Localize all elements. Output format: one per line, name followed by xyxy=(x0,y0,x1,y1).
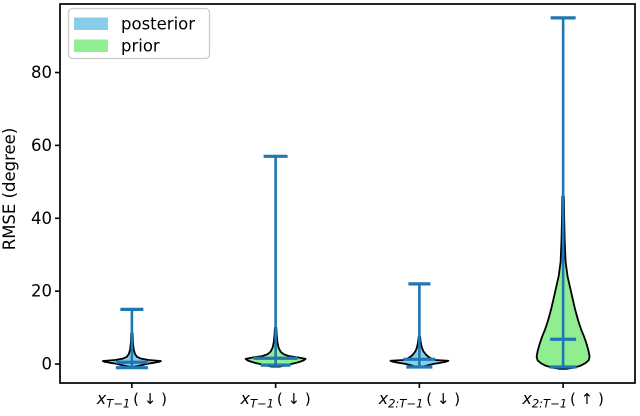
x-axis: xT−1 ( ↓ ) xT−1 ( ↓ ) x2:T−1 ( ↓ ) x2:T−1 (… xyxy=(96,383,604,411)
x-label-base: x xyxy=(239,389,250,408)
violin-2-prior xyxy=(244,154,307,368)
violin-1-posterior xyxy=(102,307,162,370)
y-tick-label: 0 xyxy=(42,355,53,374)
x-label-subscript: T−1 xyxy=(250,397,274,411)
y-axis-title: RMSE (degree) xyxy=(0,128,19,251)
x-label-base: x xyxy=(96,389,107,408)
x-tick-label: xT−1 ( ↓ ) xyxy=(96,389,167,411)
x-label-arrow-suffix: ( ↑ ) xyxy=(567,390,604,408)
x-label-subscript: T−1 xyxy=(106,397,130,411)
x-label-base: x xyxy=(521,389,532,408)
y-tick-label: 80 xyxy=(31,63,52,82)
y-tick-label: 20 xyxy=(31,282,52,301)
y-tick-label: 40 xyxy=(31,209,52,228)
legend-label-posterior: posterior xyxy=(121,15,195,34)
x-label-subscript: 2:T−1 xyxy=(532,397,567,411)
x-tick-label: x2:T−1 ( ↑ ) xyxy=(521,389,603,411)
y-tick-label: 60 xyxy=(31,136,52,155)
x-label-arrow-suffix: ( ↓ ) xyxy=(274,390,311,408)
violin-4-prior xyxy=(535,16,591,370)
violin-3-posterior xyxy=(389,282,450,369)
x-label-base: x xyxy=(378,389,389,408)
y-axis: 0 20 40 60 80 xyxy=(31,63,60,374)
x-label-arrow-suffix: ( ↓ ) xyxy=(423,390,460,408)
violins-group xyxy=(102,16,591,370)
x-tick-label: xT−1 ( ↓ ) xyxy=(239,389,310,411)
legend-swatch-posterior xyxy=(74,17,108,30)
plot-area xyxy=(59,3,636,384)
legend-label-prior: prior xyxy=(121,37,160,56)
x-tick-label: x2:T−1 ( ↓ ) xyxy=(378,389,460,411)
x-label-subscript: 2:T−1 xyxy=(388,397,423,411)
x-label-arrow-suffix: ( ↓ ) xyxy=(130,390,167,408)
legend: posterior prior xyxy=(67,7,211,60)
legend-swatch-prior xyxy=(74,39,108,52)
